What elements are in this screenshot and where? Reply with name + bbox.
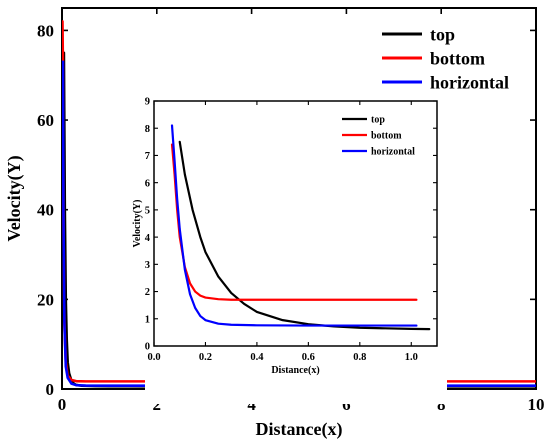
x-axis-label: Distance(x) <box>256 419 343 440</box>
y-axis-label: Velocity(Y) <box>4 155 25 241</box>
legend-label-bottom: bottom <box>430 48 485 68</box>
y-tick-label: 4 <box>145 233 151 244</box>
x-tick-label: 8 <box>437 395 446 414</box>
x-tick-label: 0 <box>58 395 67 414</box>
y-tick-label: 60 <box>37 111 54 130</box>
y-tick-label: 7 <box>145 151 150 162</box>
y-tick-label: 1 <box>145 314 150 325</box>
x-axis-label: Distance(x) <box>271 365 319 376</box>
inset-background <box>145 98 447 404</box>
legend-label-top: top <box>371 115 385 126</box>
y-tick-label: 9 <box>145 97 150 108</box>
legend-label-bottom: bottom <box>371 131 402 142</box>
y-tick-label: 80 <box>37 21 54 40</box>
x-tick-label: 0.0 <box>147 352 160 363</box>
series-line-horizontal <box>170 124 418 327</box>
y-tick-label: 0 <box>46 380 55 399</box>
y-tick-label: 8 <box>145 124 150 135</box>
plot-frame <box>153 100 438 347</box>
y-tick-label: 20 <box>37 290 54 309</box>
x-tick-label: 6 <box>342 395 351 414</box>
x-tick-label: 0.8 <box>353 352 366 363</box>
y-tick-label: 2 <box>145 287 150 298</box>
y-tick-label: 40 <box>37 201 54 220</box>
x-tick-label: 0.4 <box>250 352 264 363</box>
x-tick-label: 4 <box>247 395 256 414</box>
legend-label-horizontal: horizontal <box>371 147 415 158</box>
x-tick-label: 10 <box>528 395 545 414</box>
y-tick-label: 6 <box>145 178 150 189</box>
x-tick-label: 0.2 <box>199 352 212 363</box>
series-line-top <box>178 140 431 331</box>
legend-label-horizontal: horizontal <box>430 72 509 92</box>
y-tick-label: 3 <box>145 260 150 271</box>
inset-plot: 0.0 0.2 0.4 0.6 0.8 1.0 0 1 2 3 4 5 6 7 8 9 Distance(x) V… <box>132 97 438 376</box>
y-tick-label: 0 <box>145 342 150 353</box>
x-tick-label: 1.0 <box>405 352 418 363</box>
legend-label-top: top <box>430 24 455 44</box>
y-axis-label: Velocity(Y) <box>132 200 143 248</box>
x-tick-label: 0.6 <box>302 352 315 363</box>
x-tick-label: 2 <box>153 395 162 414</box>
y-tick-label: 5 <box>145 206 150 217</box>
